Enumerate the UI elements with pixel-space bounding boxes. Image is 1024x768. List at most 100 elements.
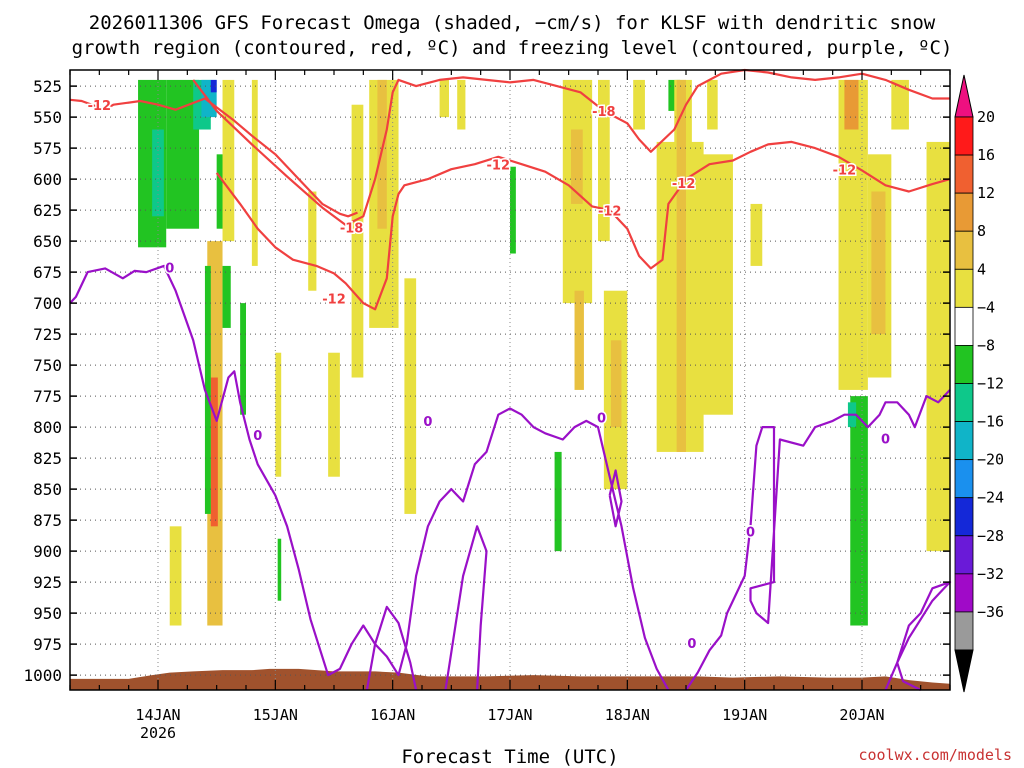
x-tick-label-16: 16JAN	[370, 706, 415, 724]
axes: 525 550 575 600 625 650 675 700 725 750 775 800 825 8…	[23, 69, 951, 742]
colorbar-bin-11	[954, 535, 974, 575]
omega-region-42	[844, 79, 859, 130]
y-tick-label-900: 900	[33, 542, 62, 561]
omega-region-48	[926, 141, 950, 552]
x-tick-sublabel-14: 2026	[140, 724, 176, 742]
contour-label-7: -12	[833, 163, 857, 178]
y-tick-label-725: 725	[33, 325, 62, 344]
colorbar-label-4: 4	[977, 260, 986, 278]
omega-region-44	[871, 191, 886, 335]
contour-labels: -12 -18 -12 -18 -12 -12 -12 -12 0 0 0 0 0 0 0	[86, 97, 891, 653]
omega-region-37	[676, 79, 686, 452]
contour-label-9: 0	[253, 429, 262, 444]
omega-region-11	[216, 154, 225, 229]
colorbar-label-1: 16	[977, 146, 995, 164]
contour-label-14: 0	[881, 433, 890, 448]
omega-region-5	[210, 79, 217, 93]
gridlines	[70, 70, 950, 690]
omega-region-16	[277, 538, 282, 601]
y-tick-label-775: 775	[33, 387, 62, 406]
contour-label-11: 0	[597, 411, 606, 426]
terrain-fill	[70, 668, 950, 690]
omega-region-38	[700, 154, 733, 415]
contour-lines	[69, 68, 952, 691]
x-tick-label-20: 20JAN	[839, 706, 884, 724]
y-tick-label-950: 950	[33, 604, 62, 623]
omega-region-29	[598, 79, 610, 242]
omega-region-24	[457, 79, 466, 130]
colorbar-label-2: 12	[977, 184, 995, 202]
contour-series-6	[608, 469, 623, 528]
y-tick-label-750: 750	[33, 356, 62, 375]
colorbar-bin-1	[954, 154, 974, 194]
omega-region-33	[633, 79, 645, 130]
omega-region-45	[891, 79, 909, 130]
x-tick-label-15: 15JAN	[253, 706, 298, 724]
omega-region-32	[554, 451, 562, 552]
x-axis-label: Forecast Time (UTC)	[401, 746, 618, 768]
omega-region-40	[750, 203, 763, 266]
contour-label-6: -12	[672, 177, 696, 192]
contour-series-4	[365, 605, 418, 691]
omega-region-21	[377, 79, 387, 229]
y-tick-label-525: 525	[33, 77, 62, 96]
omega-region-13	[222, 79, 235, 242]
contour-series-0	[69, 97, 358, 218]
x-tick-label-19: 19JAN	[722, 706, 767, 724]
colorbar-bin-6	[954, 345, 974, 384]
colorbar-label-0: 20	[977, 108, 995, 126]
y-tick-label-575: 575	[33, 139, 62, 158]
omega-region-41	[838, 79, 868, 390]
contour-series-2	[192, 68, 950, 227]
y-tick-label-675: 675	[33, 263, 62, 282]
omega-region-31	[610, 340, 622, 428]
omega-region-25	[510, 166, 516, 254]
colorbar-bin-9	[954, 459, 974, 499]
x-tick-label-18: 18JAN	[605, 706, 650, 724]
y-tick-label-850: 850	[33, 480, 62, 499]
x-tick-label-17: 17JAN	[487, 706, 532, 724]
colorbar-bin-10	[954, 497, 974, 537]
omega-region-7	[210, 377, 218, 527]
omega-region-8	[204, 265, 211, 514]
y-tick-label-875: 875	[33, 511, 62, 530]
y-tick-label-550: 550	[33, 108, 62, 127]
colorbar-bin-5	[954, 306, 974, 346]
colorbar-bin-4	[954, 268, 974, 308]
colorbar-bin-12	[954, 573, 974, 613]
contour-label-8: 0	[165, 261, 174, 276]
source-credit: coolwx.com/models	[858, 746, 1012, 764]
x-tick-label-14: 14JAN	[135, 706, 180, 724]
y-tick-label-650: 650	[33, 232, 62, 251]
colorbar-label-9: −20	[977, 451, 1004, 469]
colorbar-bottom-arrow	[954, 649, 974, 693]
colorbar-label-8: −16	[977, 413, 1004, 431]
omega-region-39	[707, 79, 718, 130]
omega-region-19	[328, 352, 340, 477]
contour-label-4: -12	[487, 158, 511, 173]
contour-series-7	[685, 389, 951, 691]
contour-series-5	[444, 525, 488, 691]
omega-region-46	[850, 396, 868, 626]
y-tick-label-975: 975	[33, 635, 62, 654]
colorbar-bin-8	[954, 421, 974, 461]
chart-title-line-1: 2026011306 GFS Forecast Omega (shaded, −…	[89, 12, 936, 34]
colorbar-bin-2	[954, 192, 974, 232]
contour-label-12: 0	[687, 637, 696, 652]
omega-region-14	[251, 79, 258, 266]
colorbar-label-7: −12	[977, 375, 1004, 393]
omega-region-18	[351, 104, 364, 378]
colorbar-label-13: −36	[977, 603, 1004, 621]
contour-label-0: -12	[88, 99, 112, 114]
contour-series-1	[215, 140, 951, 311]
contour-label-13: 0	[746, 526, 755, 541]
omega-colorbar: 20 16 12 8 4 −4 −8 −12 −16 −20 −24 −28 −32 −36	[954, 74, 1004, 693]
colorbar-label-12: −32	[977, 565, 1004, 583]
omega-region-9	[222, 265, 231, 328]
omega-region-23	[439, 79, 449, 118]
omega-region-12	[169, 526, 182, 626]
colorbar-label-3: 8	[977, 222, 986, 240]
omega-region-1	[152, 129, 164, 217]
colorbar-label-10: −24	[977, 489, 1004, 507]
contour-label-1: -18	[340, 222, 364, 237]
